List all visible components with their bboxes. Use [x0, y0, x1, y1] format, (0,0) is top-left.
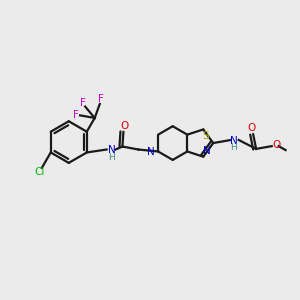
Text: N: N — [147, 148, 155, 158]
Text: F: F — [98, 94, 104, 104]
Text: H: H — [108, 153, 115, 162]
Text: F: F — [80, 98, 86, 108]
Text: N: N — [108, 146, 116, 155]
Text: H: H — [230, 143, 237, 152]
Text: F: F — [73, 110, 79, 119]
Text: N: N — [230, 136, 238, 146]
Text: Cl: Cl — [35, 167, 45, 177]
Text: S: S — [202, 131, 208, 141]
Text: O: O — [120, 121, 129, 131]
Text: N: N — [203, 146, 211, 156]
Text: O: O — [273, 140, 281, 150]
Text: O: O — [247, 123, 255, 133]
